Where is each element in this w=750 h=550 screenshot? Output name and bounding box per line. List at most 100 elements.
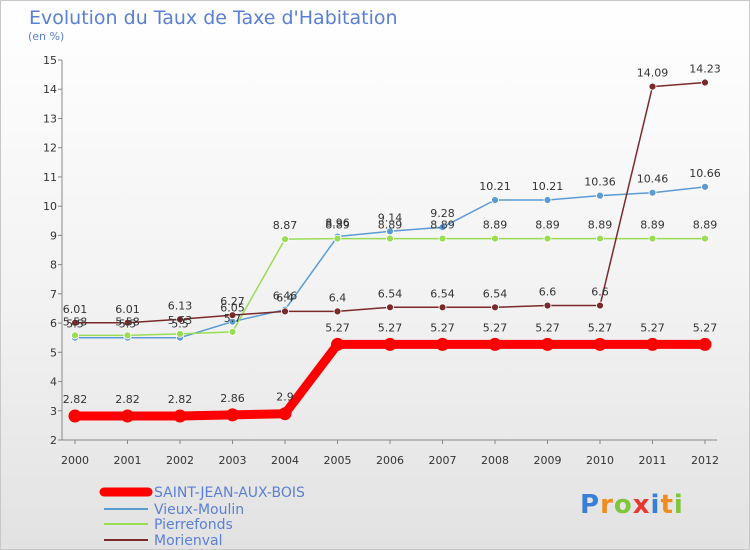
y-tick-label: 10 [43,200,57,213]
data-label: 6.01 [115,303,140,316]
data-label: 6.05 [220,302,245,315]
data-label: 5.5 [66,318,84,331]
chart-title: Evolution du Taux de Taxe d'Habitation [29,7,398,29]
y-tick-label: 5 [50,346,57,359]
data-label: 6.27 [220,295,245,308]
y-tick-label: 4 [50,376,57,389]
x-tick-label: 2008 [481,454,509,467]
data-label: 5.27 [588,321,613,334]
series-point-0 [173,409,187,423]
data-label: 8.89 [325,219,350,232]
y-tick-label: 12 [43,142,57,155]
x-tick-label: 2003 [219,454,247,467]
series-point-3 [701,78,709,87]
series-point-2 [123,331,132,340]
chart-subtitle: (en %) [28,30,65,43]
logo-letter: o [613,490,633,520]
series-point-2 [71,331,79,340]
series-point-0 [121,409,134,423]
data-label: 10.66 [689,167,721,180]
series-point-2 [281,235,289,244]
series-point-2 [228,327,237,336]
series-point-0 [698,337,712,351]
data-label: 8.89 [535,219,560,232]
series-point-1 [543,196,552,204]
data-label: 8.96 [325,217,350,230]
series-point-2 [176,329,184,338]
data-label: 6.6 [591,286,609,299]
series-point-0 [278,407,292,421]
series-point-3 [71,318,79,327]
y-tick-label: 14 [43,83,57,96]
data-label: 8.89 [588,219,613,232]
series-point-0 [488,337,502,351]
y-tick-label: 11 [43,171,57,184]
x-tick-label: 2001 [114,454,142,467]
logo-letter: x [632,490,651,520]
data-label: 5.27 [483,321,508,334]
legend-label: SAINT-JEAN-AUX-BOIS [154,485,305,501]
data-label: 6.54 [378,287,403,300]
series-point-3 [491,303,499,312]
series-point-2 [701,234,709,243]
data-label: 6.01 [63,303,88,316]
data-label: 5.27 [378,321,403,334]
data-label: 6.54 [430,287,455,300]
data-label: 5.27 [430,321,455,334]
y-tick-label: 9 [50,229,57,242]
y-tick-label: 6 [50,317,57,330]
series-point-3 [543,301,552,310]
data-label: 5.27 [640,321,665,334]
data-label: 6.13 [168,299,193,312]
series-point-1 [491,196,499,204]
data-label: 8.89 [378,219,403,232]
data-label: 5.5 [119,318,137,331]
legend-label: Morienval [154,533,223,549]
data-label: 5.5 [171,318,189,331]
data-label: 2.9 [276,391,294,404]
data-label: 2.86 [220,392,245,405]
data-label: 8.89 [430,219,455,232]
data-label: 2.82 [115,393,140,406]
x-tick-label: 2012 [691,454,719,467]
data-label: 10.46 [637,173,669,186]
series-point-3 [648,82,657,91]
logo-letter: t [660,490,674,520]
series-point-0 [68,409,82,423]
data-label: 8.89 [483,219,508,232]
proxiti-logo: Proxiti [580,490,684,520]
data-label: 6.4 [329,291,347,304]
x-tick-label: 2010 [586,454,614,467]
data-label: 6.54 [483,287,508,300]
y-tick-label: 2 [50,434,57,447]
data-label: 5.58 [63,315,88,328]
series-point-2 [333,234,342,243]
logo-letter: P [580,490,601,520]
data-label: 2.82 [168,393,193,406]
data-label: 6.46 [273,290,298,303]
data-label: 5.58 [115,315,140,328]
series-point-3 [123,318,132,327]
data-label: 5.27 [325,321,350,334]
y-tick-label: 3 [50,405,57,418]
series-point-2 [491,234,499,243]
data-label: 10.21 [532,180,564,193]
y-tick-label: 15 [43,54,57,67]
series-point-0 [226,408,239,422]
x-tick-label: 2000 [61,454,89,467]
data-label: 5.27 [535,321,560,334]
data-label: 8.89 [640,219,665,232]
data-label: 14.09 [637,67,669,80]
data-label: 9.28 [430,207,455,220]
data-label: 6.4 [276,291,294,304]
series-point-0 [541,337,554,351]
x-tick-label: 2006 [376,454,404,467]
series-point-3 [176,315,184,324]
data-label: 14.23 [689,63,721,76]
series-point-0 [593,337,607,351]
series-point-3 [386,303,394,312]
data-label: 8.87 [273,219,298,232]
x-tick-label: 2007 [429,454,457,467]
logo-letter: r [600,490,614,520]
